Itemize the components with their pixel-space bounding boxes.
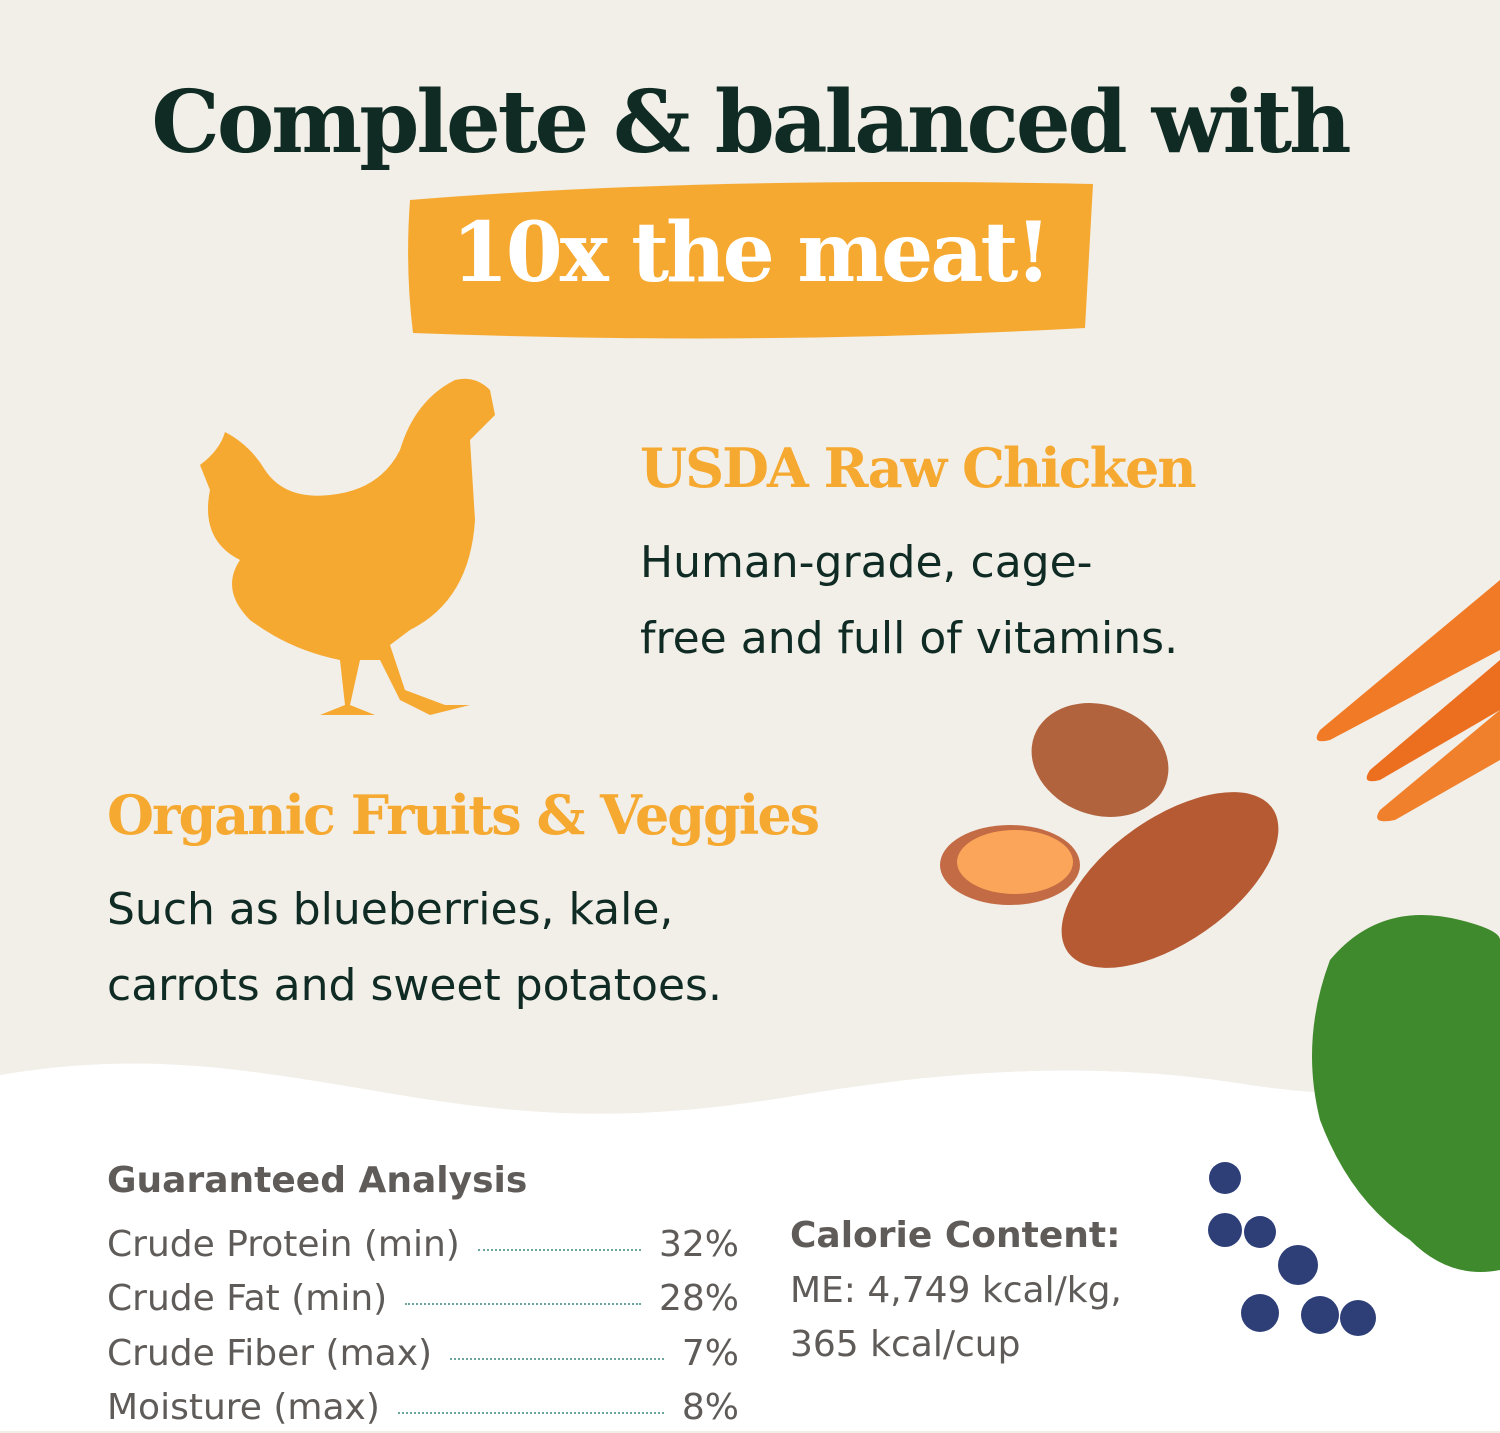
calorie-title: Calorie Content: bbox=[790, 1215, 1121, 1256]
produce-image bbox=[940, 580, 1500, 1336]
chicken-title: USDA Raw Chicken bbox=[640, 436, 1197, 500]
leader-dots bbox=[477, 1249, 641, 1251]
leader-dots bbox=[450, 1358, 664, 1360]
analysis-label: Moisture (max) bbox=[107, 1386, 380, 1428]
chicken-icon bbox=[200, 378, 495, 715]
produce-line-1: Such as blueberries, kale, bbox=[107, 884, 674, 935]
analysis-value: 7% bbox=[681, 1332, 739, 1374]
analysis-value: 32% bbox=[658, 1223, 739, 1265]
analysis-value: 28% bbox=[658, 1277, 739, 1319]
produce-title: Organic Fruits & Veggies bbox=[107, 783, 820, 847]
blueberries-image bbox=[1208, 1162, 1376, 1336]
orange-banner bbox=[408, 182, 1094, 339]
calorie-line-1: ME: 4,749 kcal/kg, bbox=[790, 1270, 1122, 1311]
leader-dots bbox=[405, 1303, 641, 1305]
banner-text: 10x the meat! bbox=[451, 205, 1052, 301]
analysis-label: Crude Fiber (max) bbox=[107, 1332, 433, 1374]
analysis-row: Crude Fiber (max) 7% bbox=[107, 1327, 739, 1379]
sweet-potato-image bbox=[940, 703, 1279, 968]
analysis-title: Guaranteed Analysis bbox=[107, 1160, 528, 1201]
chicken-line-2: free and full of vitamins. bbox=[640, 613, 1179, 664]
analysis-row: Crude Protein (min) 32% bbox=[107, 1218, 739, 1270]
produce-line-2: carrots and sweet potatoes. bbox=[107, 960, 722, 1011]
kale-image bbox=[1312, 915, 1500, 1272]
analysis-row: Crude Fat (min) 28% bbox=[107, 1272, 739, 1324]
analysis-row: Moisture (max) 8% bbox=[107, 1381, 739, 1433]
analysis-label: Crude Fat (min) bbox=[107, 1277, 388, 1319]
carrots-image bbox=[1316, 580, 1500, 822]
leader-dots bbox=[397, 1412, 664, 1414]
calorie-line-2: 365 kcal/cup bbox=[790, 1324, 1021, 1365]
headline: Complete & balanced with bbox=[151, 72, 1351, 173]
analysis-value: 8% bbox=[681, 1386, 739, 1428]
analysis-label: Crude Protein (min) bbox=[107, 1223, 460, 1265]
chicken-line-1: Human-grade, cage- bbox=[640, 537, 1093, 588]
